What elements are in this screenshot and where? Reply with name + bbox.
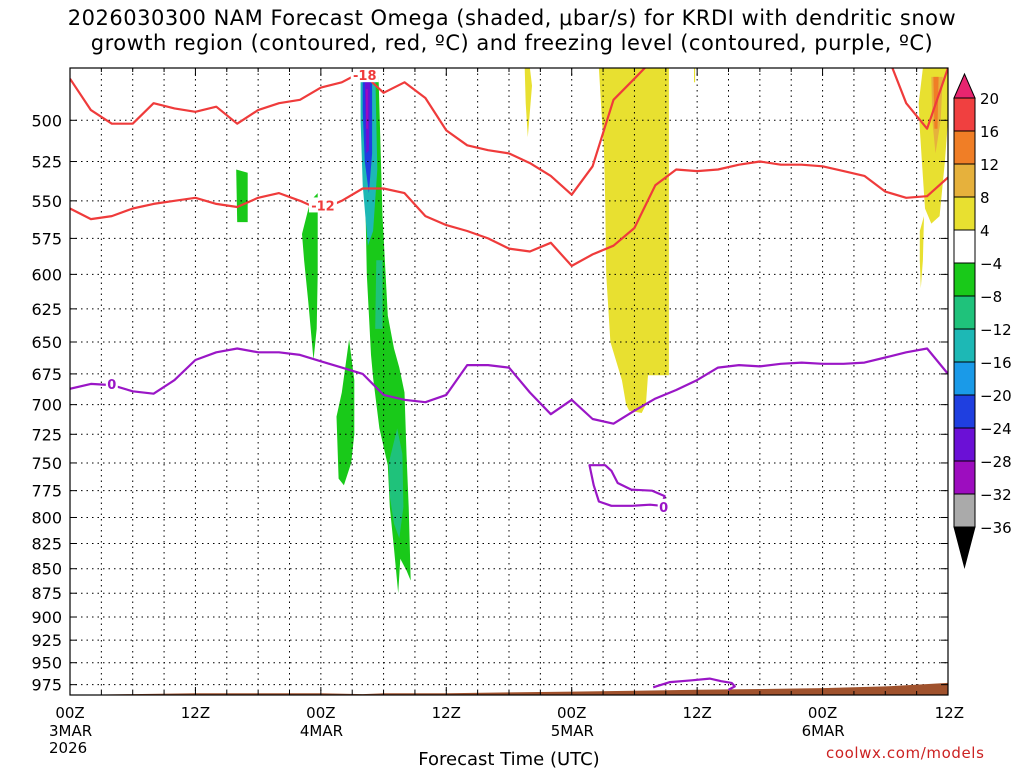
- contour-line-2: [70, 347, 948, 425]
- colorbar-box-5: [953, 229, 976, 264]
- credit-text: coolwx.com/models: [826, 744, 985, 762]
- colorbar-bottom-arrow: [953, 526, 976, 569]
- x-tick-year-0: 2026: [49, 739, 87, 757]
- y-tick-label-850: 850: [31, 560, 62, 579]
- x-tick-date-24: 4MAR: [300, 722, 343, 740]
- y-tick-label-775: 775: [31, 482, 62, 501]
- omega-region-14: [919, 216, 924, 289]
- colorbar-label-2: 12: [980, 156, 999, 174]
- y-tick-label-825: 825: [31, 534, 62, 553]
- y-tick-label-925: 925: [31, 631, 62, 650]
- contour-label-bg-3: [657, 498, 670, 514]
- contour-label-3: 0: [659, 501, 668, 516]
- colorbar-box-10: [953, 394, 976, 429]
- colorbar-label-13: −36: [980, 519, 1012, 537]
- y-tick-label-700: 700: [31, 396, 62, 415]
- y-tick-label-900: 900: [31, 608, 62, 627]
- x-tick-date-0: 3MAR: [49, 722, 92, 740]
- contour-label-bg-2: [105, 375, 118, 391]
- y-tick-label-625: 625: [31, 300, 62, 319]
- colorbar-label-9: −20: [980, 387, 1012, 405]
- omega-region-12: [694, 68, 696, 83]
- colorbar-box-12: [953, 460, 976, 495]
- colorbar-label-12: −32: [980, 486, 1012, 504]
- chart-title-line-2: growth region (contoured, red, ºC) and f…: [90, 31, 934, 55]
- y-tick-label-675: 675: [31, 365, 62, 384]
- omega-region-4: [388, 428, 404, 539]
- x-tick-label-24: 00Z: [306, 704, 335, 722]
- y-tick-label-875: 875: [31, 584, 62, 603]
- y-tick-label-650: 650: [31, 333, 62, 352]
- chart-title-line-1: 2026030300 NAM Forecast Omega (shaded, μ…: [67, 6, 957, 30]
- colorbar-label-3: 8: [980, 189, 990, 207]
- omega-region-10: [524, 68, 532, 137]
- omega-region-9: [365, 89, 368, 129]
- colorbar-label-8: −16: [980, 354, 1012, 372]
- contour-label-1: -12: [311, 199, 335, 214]
- y-tick-label-800: 800: [31, 508, 62, 527]
- y-tick-label-600: 600: [31, 265, 62, 284]
- contour-label-0: -18: [353, 69, 377, 84]
- x-tick-label-48: 00Z: [557, 704, 586, 722]
- contour-line-4: [652, 677, 736, 691]
- colorbar-label-11: −28: [980, 453, 1012, 471]
- x-tick-label-72: 00Z: [808, 704, 837, 722]
- y-tick-label-575: 575: [31, 229, 62, 248]
- colorbar-label-7: −12: [980, 321, 1012, 339]
- x-tick-label-0: 00Z: [55, 704, 84, 722]
- y-tick-label-500: 500: [31, 111, 62, 130]
- colorbar-label-0: 20: [980, 90, 999, 108]
- omega-region-5: [375, 260, 383, 329]
- y-tick-label-750: 750: [31, 454, 62, 473]
- y-tick-label-550: 550: [31, 192, 62, 211]
- y-tick-label-950: 950: [31, 654, 62, 673]
- omega-region-0: [236, 169, 248, 223]
- colorbar-box-4: [953, 196, 976, 231]
- colorbar-box-13: [953, 493, 976, 528]
- colorbar-box-2: [953, 130, 976, 165]
- x-tick-label-84: 12Z: [935, 704, 964, 722]
- omega-region-1: [302, 193, 318, 360]
- y-tick-label-725: 725: [31, 425, 62, 444]
- contour-label-2: 0: [107, 378, 116, 393]
- y-tick-label-525: 525: [31, 153, 62, 172]
- colorbar-label-1: 16: [980, 123, 999, 141]
- colorbar-label-5: −4: [980, 255, 1002, 273]
- colorbar-box-3: [953, 163, 976, 198]
- omega-region-11: [598, 68, 669, 413]
- y-tick-label-975: 975: [31, 676, 62, 695]
- omega-region-2: [336, 339, 355, 486]
- colorbar-box-9: [953, 361, 976, 396]
- colorbar-label-6: −8: [980, 288, 1002, 306]
- x-tick-date-72: 6MAR: [802, 722, 845, 740]
- chart-title: 2026030300 NAM Forecast Omega (shaded, μ…: [0, 6, 1024, 56]
- colorbar-box-8: [953, 328, 976, 363]
- x-tick-label-60: 12Z: [682, 704, 711, 722]
- x-tick-label-12: 12Z: [181, 704, 210, 722]
- contour-line-0: [70, 68, 948, 196]
- contour-line-1: [70, 160, 948, 267]
- colorbar-box-11: [953, 427, 976, 462]
- colorbar-box-6: [953, 262, 976, 297]
- colorbar: 20 16 12 8 4 −4 −8 −12 −16 −20 −24 −28 −32 −36: [953, 72, 1012, 569]
- colorbar-label-10: −24: [980, 420, 1012, 438]
- colorbar-top-arrow: [953, 72, 976, 99]
- contour-label-bg-0: [350, 68, 379, 83]
- x-tick-date-48: 5MAR: [551, 722, 594, 740]
- colorbar-label-4: 4: [980, 222, 990, 240]
- x-tick-label-36: 12Z: [432, 704, 461, 722]
- colorbar-box-7: [953, 295, 976, 330]
- contour-label-bg-1: [308, 197, 337, 213]
- x-axis-label: Forecast Time (UTC): [418, 749, 599, 768]
- colorbar-box-1: [953, 97, 976, 132]
